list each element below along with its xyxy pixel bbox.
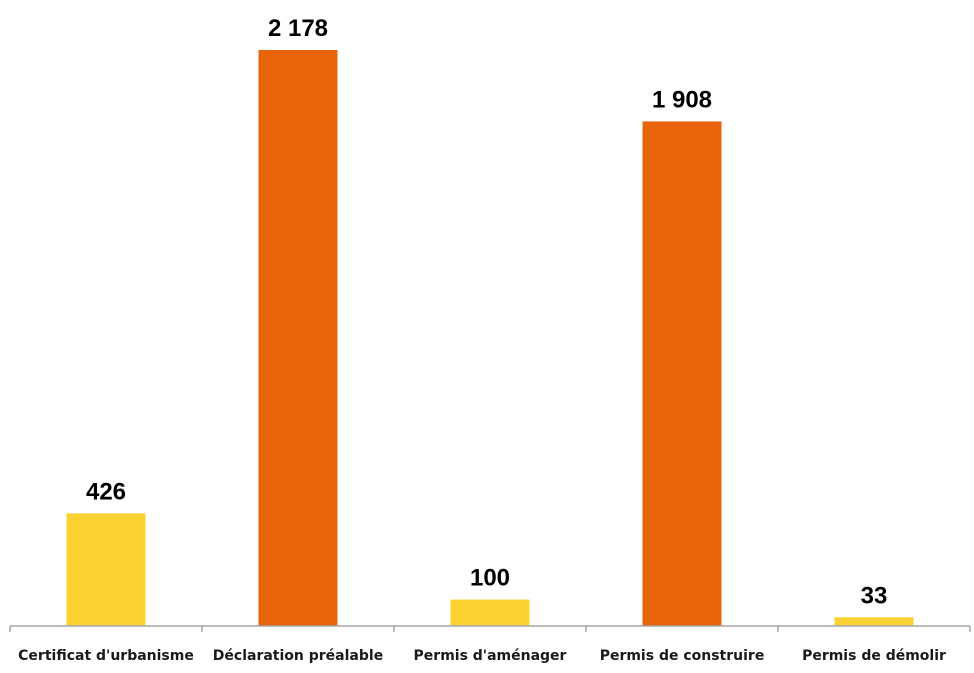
bar bbox=[450, 599, 530, 626]
bar bbox=[66, 513, 146, 626]
bars-group bbox=[66, 50, 914, 626]
bar bbox=[258, 50, 338, 626]
category-label: Certificat d'urbanisme bbox=[18, 648, 194, 664]
bar-value-label: 33 bbox=[861, 582, 888, 609]
bar-value-label: 2 178 bbox=[268, 15, 328, 42]
category-label: Permis de construire bbox=[600, 648, 765, 664]
bar bbox=[642, 121, 722, 626]
value-labels-group: 426 2 178 100 1 908 33 bbox=[86, 15, 887, 609]
bar-value-label: 426 bbox=[86, 478, 126, 505]
category-label: Déclaration préalable bbox=[213, 648, 383, 664]
category-label: Permis de démolir bbox=[802, 648, 946, 664]
bar-value-label: 1 908 bbox=[652, 86, 712, 113]
bar bbox=[834, 617, 914, 626]
bar-value-label: 100 bbox=[470, 565, 510, 592]
category-labels-group: Certificat d'urbanisme Déclaration préala… bbox=[18, 648, 946, 664]
category-label: Permis d'aménager bbox=[414, 648, 567, 664]
x-axis-ticks bbox=[9, 626, 971, 632]
